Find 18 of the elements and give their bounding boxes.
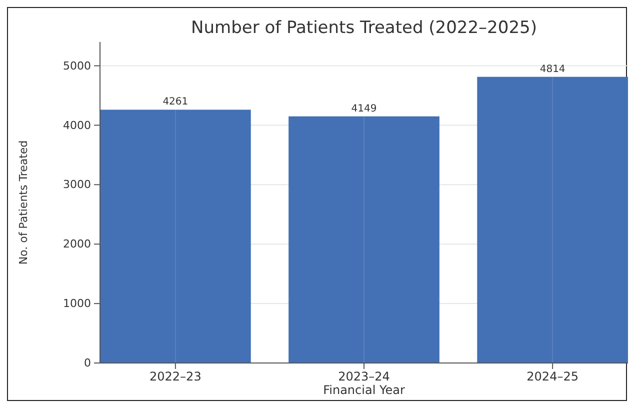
bar bbox=[100, 110, 251, 363]
y-tick-label: 5000 bbox=[63, 59, 91, 72]
y-tick-label: 2000 bbox=[63, 238, 91, 251]
y-tick-label: 3000 bbox=[63, 178, 91, 192]
x-axis-title: Financial Year bbox=[323, 383, 405, 397]
y-tick-label: 1000 bbox=[63, 297, 91, 310]
data-label: 4261 bbox=[162, 96, 188, 108]
bar bbox=[288, 116, 440, 363]
bar bbox=[477, 76, 628, 363]
data-label: 4149 bbox=[351, 103, 377, 114]
data-label: 4814 bbox=[540, 64, 566, 75]
chart-title: Number of Patients Treated (2022–2025) bbox=[191, 18, 537, 38]
y-tick-label: 0 bbox=[84, 356, 91, 370]
y-axis-title: No. of Patients Treated bbox=[17, 140, 30, 265]
x-tick-label: 2022–23 bbox=[150, 370, 202, 384]
x-tick-label: 2024–25 bbox=[526, 370, 578, 384]
x-tick-label: 2023–24 bbox=[338, 370, 390, 384]
y-tick-label: 4000 bbox=[63, 118, 91, 132]
